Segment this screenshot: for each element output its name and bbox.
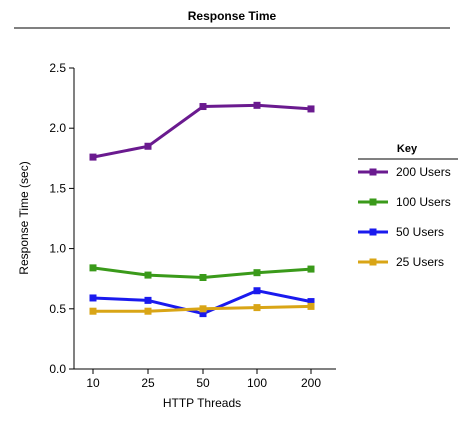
- series-200-users: [89, 101, 315, 161]
- data-point: [307, 265, 315, 273]
- legend-marker: [369, 258, 377, 266]
- legend-title: Key: [397, 143, 418, 155]
- data-point: [89, 294, 97, 302]
- data-point: [199, 310, 207, 318]
- data-point: [89, 153, 97, 161]
- series-50-users: [89, 287, 315, 318]
- data-point: [307, 302, 315, 310]
- legend-item: 100 Users: [358, 195, 451, 209]
- data-point: [253, 101, 261, 109]
- y-tick-label: 0.5: [49, 302, 66, 316]
- legend-marker: [369, 228, 377, 236]
- legend-label: 200 Users: [396, 165, 451, 179]
- data-point: [144, 296, 152, 304]
- series-25-users: [89, 302, 315, 315]
- legend-item: 25 Users: [358, 255, 444, 269]
- legend-marker: [369, 198, 377, 206]
- data-point: [144, 271, 152, 279]
- series-100-users: [89, 264, 315, 281]
- x-tick-label: 200: [301, 376, 321, 390]
- y-tick-label: 0.0: [49, 362, 66, 376]
- series-group: [89, 101, 315, 318]
- axes: 0.0 0.5 1.0 1.5 2.0 2.5 10 25 50 100 200: [49, 61, 336, 390]
- y-tick-label: 1.5: [49, 181, 66, 195]
- x-tick-label: 10: [86, 376, 100, 390]
- data-point: [253, 269, 261, 277]
- data-point: [89, 307, 97, 315]
- data-point: [89, 264, 97, 272]
- data-point: [307, 105, 315, 113]
- legend-item: 200 Users: [358, 165, 451, 179]
- data-point: [307, 298, 315, 306]
- y-tick-label: 1.0: [49, 242, 66, 256]
- legend-label: 100 Users: [396, 195, 451, 209]
- y-tick-label: 2.5: [49, 61, 66, 75]
- series-line: [92, 103, 312, 159]
- x-axis-label: HTTP Threads: [163, 396, 241, 410]
- y-tick-label: 2.0: [49, 121, 66, 135]
- x-tick-label: 100: [247, 376, 267, 390]
- y-axis-label: Response Time (sec): [17, 161, 31, 274]
- data-point: [253, 287, 261, 295]
- data-point: [144, 307, 152, 315]
- data-point: [144, 142, 152, 150]
- x-tick-label: 25: [141, 376, 155, 390]
- data-point: [199, 103, 207, 111]
- data-point: [199, 273, 207, 281]
- data-point: [199, 305, 207, 313]
- x-tick-label: 50: [196, 376, 210, 390]
- legend: Key 200 Users 100 Users 50 Users 25 Users: [358, 143, 458, 269]
- data-point: [253, 304, 261, 312]
- chart-title: Response Time: [188, 9, 277, 23]
- legend-label: 50 Users: [396, 225, 444, 239]
- legend-marker: [369, 168, 377, 176]
- legend-item: 50 Users: [358, 225, 444, 239]
- legend-label: 25 Users: [396, 255, 444, 269]
